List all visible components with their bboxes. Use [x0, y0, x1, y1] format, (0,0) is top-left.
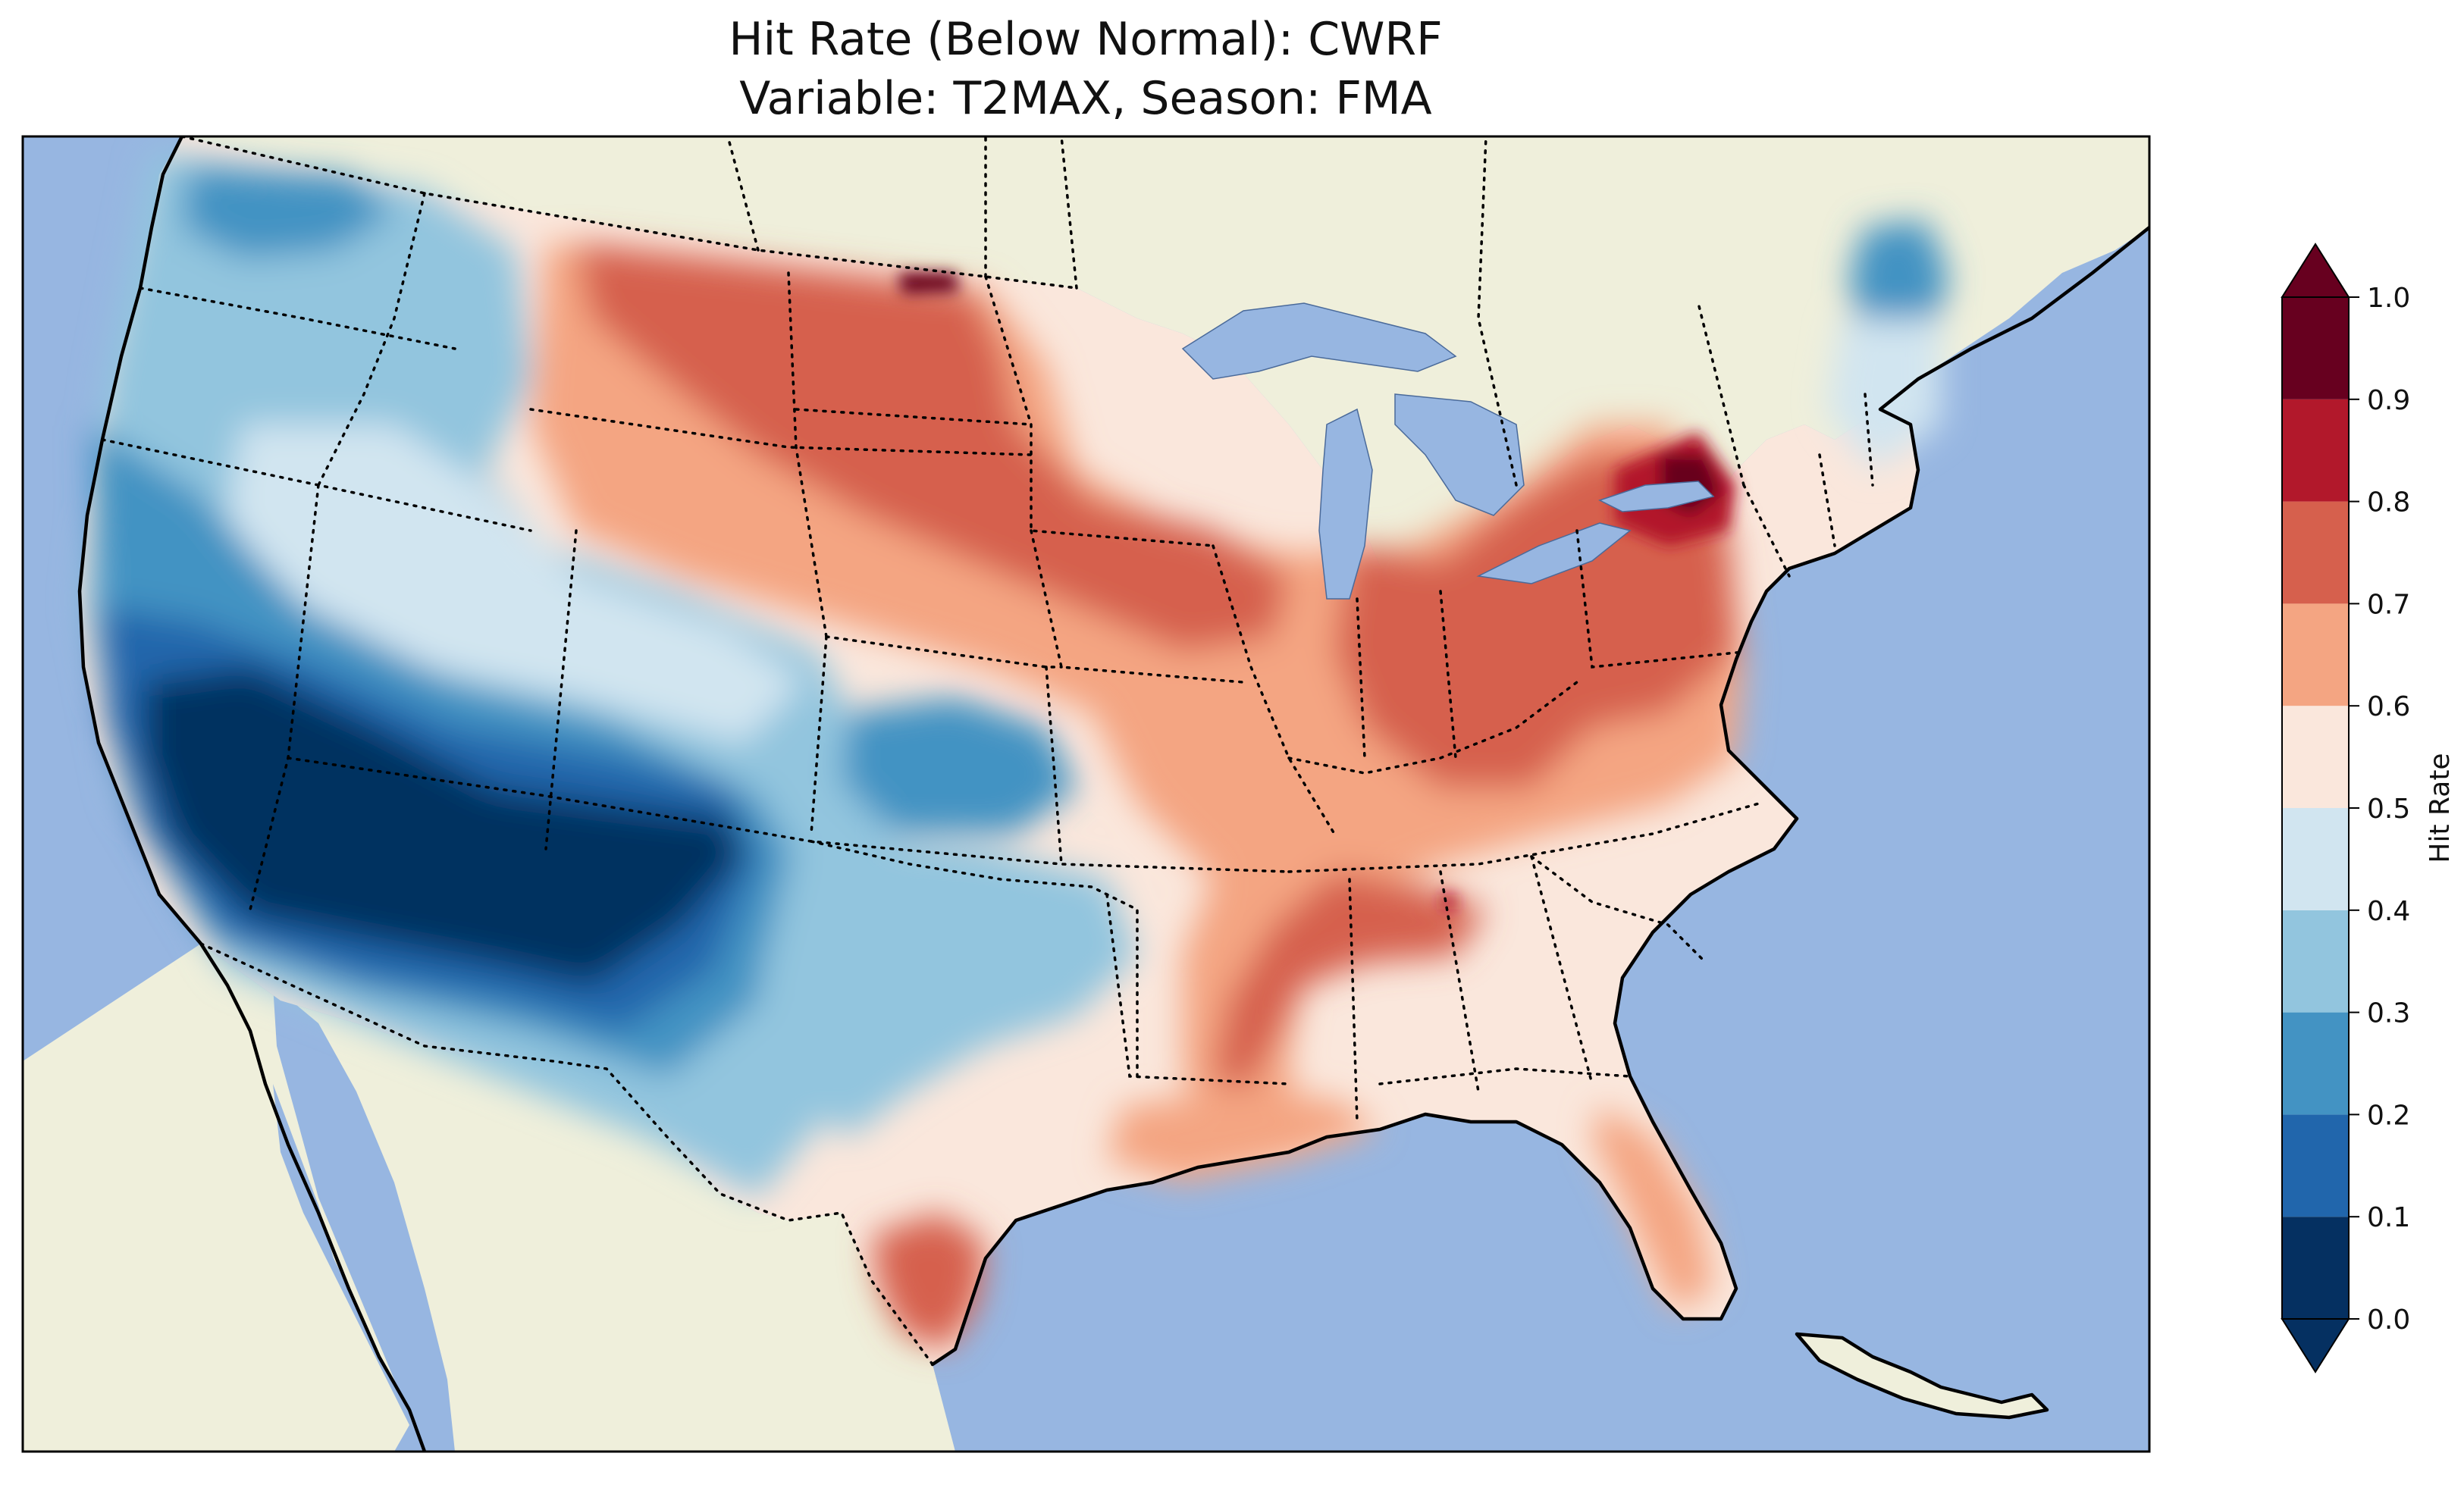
colorbar-bin-0.0-0.1: [2282, 1217, 2349, 1319]
colorbar-bin-0.8-0.9: [2282, 399, 2349, 502]
border-ks-mo: [1045, 666, 1063, 866]
colorbar-tick-label: 0.6: [2367, 691, 2410, 722]
colorbar-label: Hit Rate: [2425, 753, 2456, 863]
patch-0.9-1.0-north-dakota: [898, 273, 959, 294]
value-patches: [83, 152, 1948, 1349]
border-co-ks: [810, 635, 828, 835]
colorbar-bin-0.7-0.8: [2282, 501, 2349, 604]
us-mexico-border: [199, 942, 934, 1366]
coastline-west-and-baja: [77, 136, 427, 1452]
hit-rate-field: [80, 136, 1948, 1364]
patch-0.7-0.8-south-texas: [872, 1213, 986, 1349]
border-wa-or: [139, 287, 456, 350]
border-ne-ks: [825, 635, 1063, 669]
border-pa: [1575, 529, 1745, 669]
border-ok-tx: [810, 840, 1139, 1078]
patch-0.8-0.9-tennessee: [1440, 894, 1457, 910]
colorbar-tick-label: 0.2: [2367, 1100, 2410, 1131]
lake-erie: [1476, 522, 1632, 584]
lake-superior: [1181, 302, 1457, 380]
colorbar-tick-label: 0.7: [2367, 589, 2410, 620]
land-mexico: [23, 944, 955, 1452]
state-borders: [101, 136, 1874, 1366]
patch-0.4-0.5-great-basin: [227, 424, 804, 743]
coastlines: [77, 136, 2149, 1452]
patch-0.7-0.8-ohio-pa: [1334, 455, 1736, 788]
border-ohio-river: [1287, 681, 1578, 775]
land-cuba: [1797, 1334, 2047, 1417]
border-carolinas: [1530, 855, 1707, 964]
us-canada-border: [180, 136, 1078, 290]
border-iowa-mo: [1030, 529, 1245, 684]
patch-0.2-0.3-pnw: [182, 167, 394, 258]
colorbar-tick-label: 0.3: [2367, 998, 2410, 1029]
colorbar-bin-0.6-0.7: [2282, 603, 2349, 706]
colorbar-tick-label: 0.0: [2367, 1305, 2410, 1336]
border-illinois: [1212, 544, 1336, 835]
patch-0.6-0.7-gulf-coast: [1107, 1092, 1380, 1182]
great-lakes: [1181, 302, 1715, 600]
lake-huron: [1394, 393, 1525, 516]
gulf-of-california: [273, 985, 455, 1452]
border-ky-tn: [1287, 802, 1760, 873]
colorbar-tick-label: 0.8: [2367, 487, 2410, 518]
title-line-1: Hit Rate (Below Normal): CWRF: [729, 13, 1442, 66]
colorbar-tick-label: 1.0: [2367, 283, 2410, 314]
land-canada: [23, 136, 2149, 584]
border-indiana-ohio: [1356, 590, 1457, 760]
colorbar-extend-min: [2281, 1318, 2350, 1373]
border-dakotas: [787, 271, 828, 638]
patch-0.3-0.4-texas-panhandle: [758, 834, 1137, 1137]
colorbar-extend-max: [2281, 243, 2350, 298]
lake-ontario: [1598, 481, 1715, 512]
border-ms-al-ga: [1348, 855, 1594, 1123]
colorbar-bin-0.9-1.0: [2282, 297, 2349, 399]
colorbar-bin-0.2-0.3: [2282, 1012, 2349, 1115]
patch-0.6-0.7-florida: [1592, 1107, 1713, 1311]
colorbar-tick-label: 0.1: [2367, 1202, 2410, 1233]
patch-0.2-0.3-colorado: [842, 697, 1077, 834]
border-ar-la: [1105, 893, 1290, 1085]
colorbar-tick-label: 0.9: [2367, 385, 2410, 416]
border-idaho: [317, 192, 426, 487]
patch-0.7-0.8-mississippi: [1213, 872, 1486, 1092]
coastline-cuba: [1795, 1332, 2049, 1420]
map-panel: [23, 136, 2149, 1452]
colorbar-bin-0.1-0.2: [2282, 1114, 2349, 1217]
border-nd-sd: [795, 408, 1033, 426]
patch-0.0-0.1-southwest: [144, 667, 743, 985]
lake-michigan: [1318, 408, 1373, 600]
border-canada-provinces: [726, 136, 1745, 487]
colorbar-tick-label: 0.4: [2367, 896, 2410, 927]
colorbar: 0.0 0.1 0.2 0.3 0.4 0.5 0.6 0.7 0.8 0.9 1.0 Hit Rat…: [2281, 243, 2456, 1373]
colorbar-bin-0.4-0.5: [2282, 808, 2349, 910]
map-frame: [21, 135, 2151, 1453]
colorbar-bin-0.3-0.4: [2282, 910, 2349, 1013]
title-line-2: Variable: T2MAX, Season: FMA: [739, 72, 1431, 125]
patch-0.7-0.8-northern-plains: [576, 243, 1289, 652]
border-new-england: [1742, 393, 1874, 578]
coastline-gulf: [930, 225, 2149, 1367]
border-fl-ga: [1378, 1067, 1632, 1085]
colorbar-bin-0.5-0.6: [2282, 706, 2349, 808]
colorbar-tick-label: 0.5: [2367, 794, 2410, 825]
